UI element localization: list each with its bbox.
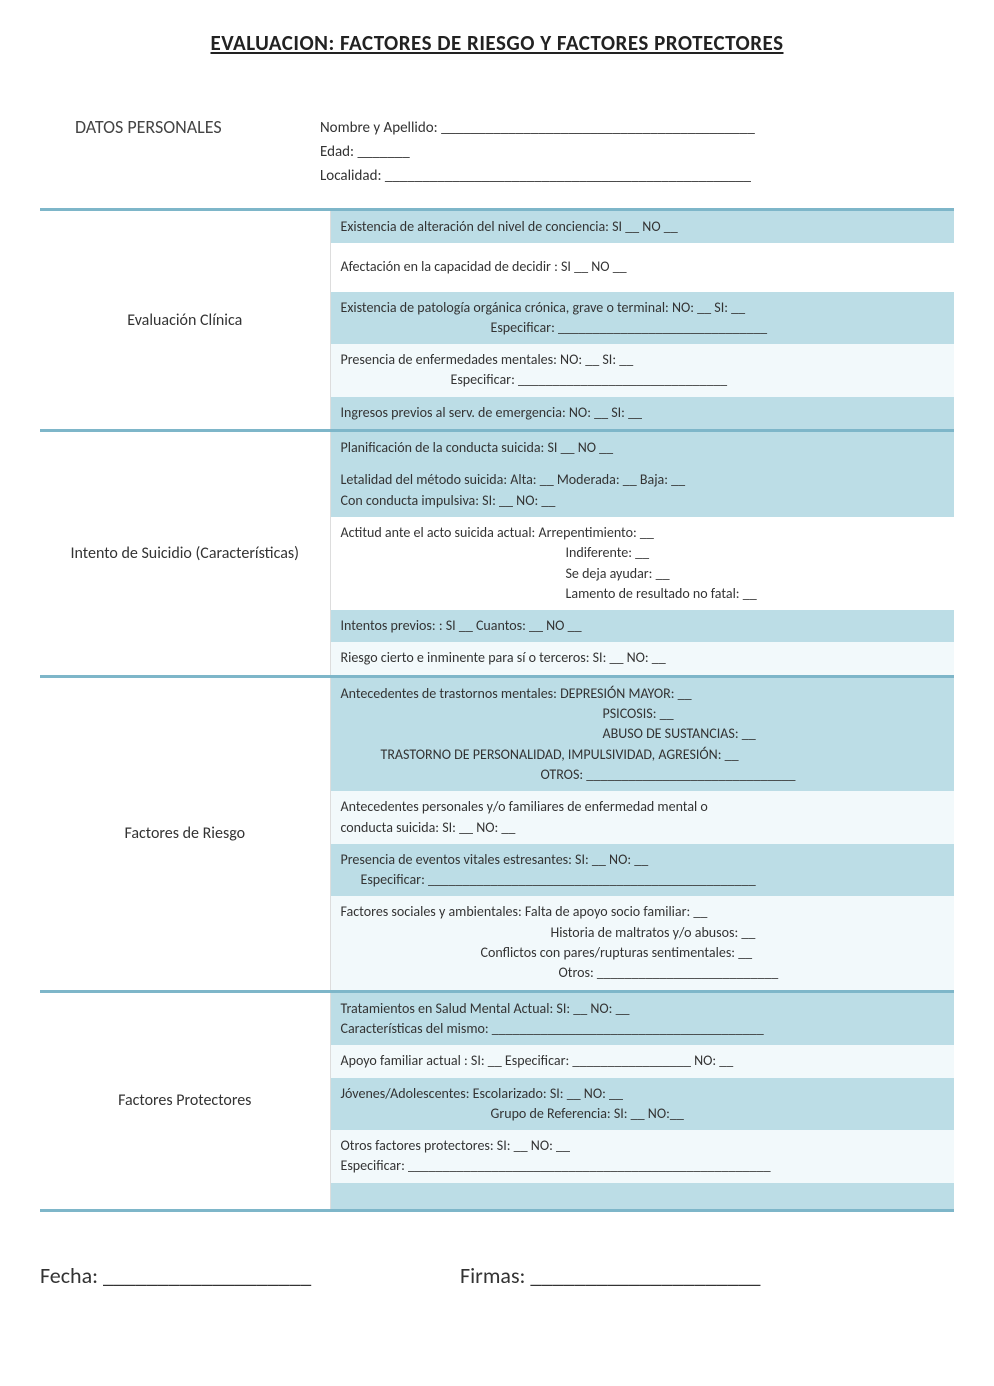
intento-r3c: Se deja ayudar: __: [341, 564, 670, 584]
protectores-r5: [330, 1183, 954, 1211]
riesgo-r2[interactable]: Antecedentes personales y/o familiares d…: [330, 791, 954, 844]
protectores-r4[interactable]: Otros factores protectores: SI: __ NO: _…: [330, 1130, 954, 1183]
protectores-r3[interactable]: Jóvenes/Adolescentes: Escolarizado: SI: …: [330, 1078, 954, 1131]
section-heading-riesgo: Factores de Riesgo: [40, 676, 330, 991]
section-heading-intento: Intento de Suicidio (Características): [40, 431, 330, 677]
riesgo-r3b: Especificar: ___________________________…: [341, 870, 756, 890]
datos-personales-row: DATOS PERSONALES Nombre y Apellido: ____…: [40, 116, 954, 188]
clinica-r1[interactable]: Existencia de alteración del nivel de co…: [330, 210, 954, 244]
intento-r3b: Indiferente: __: [341, 543, 650, 563]
riesgo-r1a: Antecedentes de trastornos mentales: DEP…: [341, 685, 692, 702]
clinica-r2[interactable]: Afectación en la capacidad de decidir : …: [330, 243, 954, 291]
intento-r3a: Actitud ante el acto suicida actual: Arr…: [341, 524, 654, 541]
protectores-r4a: Otros factores protectores: SI: __ NO: _…: [341, 1137, 570, 1154]
field-nombre[interactable]: Nombre y Apellido: _____________________…: [320, 116, 954, 140]
page-title: EVALUACION: FACTORES DE RIESGO Y FACTORE…: [40, 30, 954, 56]
datos-personales-heading: DATOS PERSONALES: [40, 116, 320, 188]
field-localidad[interactable]: Localidad: _____________________________…: [320, 164, 954, 188]
section-heading-clinica: Evaluación Clínica: [40, 210, 330, 431]
protectores-r2[interactable]: Apoyo familiar actual : SI: __ Especific…: [330, 1045, 954, 1077]
riesgo-r4d: Otros: __________________________: [341, 963, 779, 983]
riesgo-r3[interactable]: Presencia de eventos vitales estresantes…: [330, 844, 954, 897]
riesgo-r1[interactable]: Antecedentes de trastornos mentales: DEP…: [330, 676, 954, 791]
riesgo-r4c: Conflictos con pares/rupturas sentimenta…: [341, 943, 753, 963]
clinica-r3a: Existencia de patología orgánica crónica…: [341, 299, 746, 316]
intento-r3d: Lamento de resultado no fatal: __: [341, 584, 757, 604]
clinica-r4b: Especificar: ___________________________…: [341, 370, 728, 390]
footer-firmas[interactable]: Firmas: _____________________: [420, 1262, 954, 1289]
intento-r1[interactable]: Planificación de la conducta suicida: SI…: [330, 431, 954, 465]
protectores-r1a: Tratamientos en Salud Mental Actual: SI:…: [341, 1000, 630, 1017]
clinica-r3[interactable]: Existencia de patología orgánica crónica…: [330, 292, 954, 345]
riesgo-r4a: Factores sociales y ambientales: Falta d…: [341, 903, 708, 920]
clinica-r3b: Especificar: ___________________________…: [341, 318, 768, 338]
clinica-r5[interactable]: Ingresos previos al serv. de emergencia:…: [330, 397, 954, 431]
riesgo-r2a: Antecedentes personales y/o familiares d…: [341, 798, 708, 815]
intento-r3[interactable]: Actitud ante el acto suicida actual: Arr…: [330, 517, 954, 610]
riesgo-r3a: Presencia de eventos vitales estresantes…: [341, 851, 649, 868]
riesgo-r4[interactable]: Factores sociales y ambientales: Falta d…: [330, 896, 954, 991]
field-edad[interactable]: Edad: _______: [320, 140, 954, 164]
riesgo-r2b: conducta suicida: SI: __ NO: __: [341, 819, 516, 836]
riesgo-r1e: OTROS: ______________________________: [341, 765, 796, 785]
riesgo-r4b: Historia de maltratos y/o abusos: __: [341, 923, 756, 943]
intento-r2b: Con conducta impulsiva: SI: __ NO: __: [341, 492, 556, 509]
intento-r2a: Letalidad del método suicida: Alta: __ M…: [341, 471, 686, 488]
footer-fecha[interactable]: Fecha: ___________________: [40, 1262, 420, 1289]
datos-personales-fields: Nombre y Apellido: _____________________…: [320, 116, 954, 188]
clinica-r4[interactable]: Presencia de enfermedades mentales: NO: …: [330, 344, 954, 397]
protectores-r1[interactable]: Tratamientos en Salud Mental Actual: SI:…: [330, 991, 954, 1045]
riesgo-r1b: PSICOSIS: __: [341, 704, 674, 724]
intento-r2[interactable]: Letalidad del método suicida: Alta: __ M…: [330, 464, 954, 517]
footer-row: Fecha: ___________________ Firmas: _____…: [40, 1262, 954, 1289]
protectores-r3a: Jóvenes/Adolescentes: Escolarizado: SI: …: [341, 1085, 623, 1102]
riesgo-r1d: TRASTORNO DE PERSONALIDAD, IMPULSIVIDAD,…: [341, 745, 739, 765]
riesgo-r1c: ABUSO DE SUSTANCIAS: __: [341, 724, 756, 744]
form-table: Evaluación Clínica Existencia de alterac…: [40, 208, 954, 1212]
protectores-r3b: Grupo de Referencia: SI: __ NO:__: [341, 1104, 684, 1124]
protectores-r4b: Especificar: ___________________________…: [341, 1157, 771, 1174]
intento-r5[interactable]: Riesgo cierto e inminente para sí o terc…: [330, 642, 954, 676]
intento-r4[interactable]: Intentos previos: : SI __ Cuantos: __ NO…: [330, 610, 954, 642]
clinica-r4a: Presencia de enfermedades mentales: NO: …: [341, 351, 634, 368]
protectores-r1b: Características del mismo: _____________…: [341, 1020, 764, 1037]
section-heading-protectores: Factores Protectores: [40, 991, 330, 1211]
